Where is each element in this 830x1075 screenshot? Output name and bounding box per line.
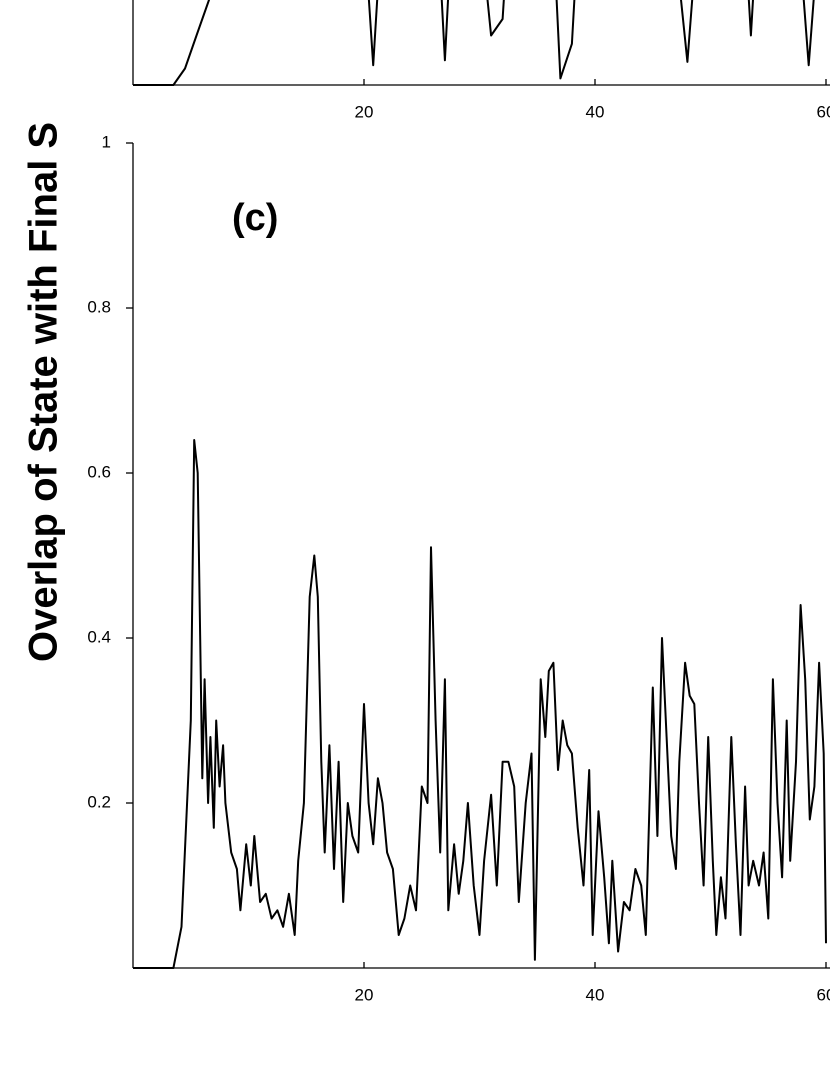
data-line [133,0,815,86]
data-line [133,439,827,969]
x-tick-label: 60 [817,102,830,121]
x-tick-label: 40 [586,102,605,121]
y-axis-title: Overlap of State with Final S [22,122,66,662]
panel-label: (c) [232,197,278,239]
x-tick-label: 20 [355,102,374,121]
x-tick-label: 20 [355,985,374,1004]
y-tick-label: 0.4 [87,627,111,646]
y-tick-label: 0.2 [87,792,111,811]
x-tick-label: 60 [817,985,830,1004]
y-tick-label: 0.8 [87,297,111,316]
x-tick-label: 40 [586,985,605,1004]
y-tick-label: 1 [102,132,111,151]
y-tick-label: 0.6 [87,462,111,481]
